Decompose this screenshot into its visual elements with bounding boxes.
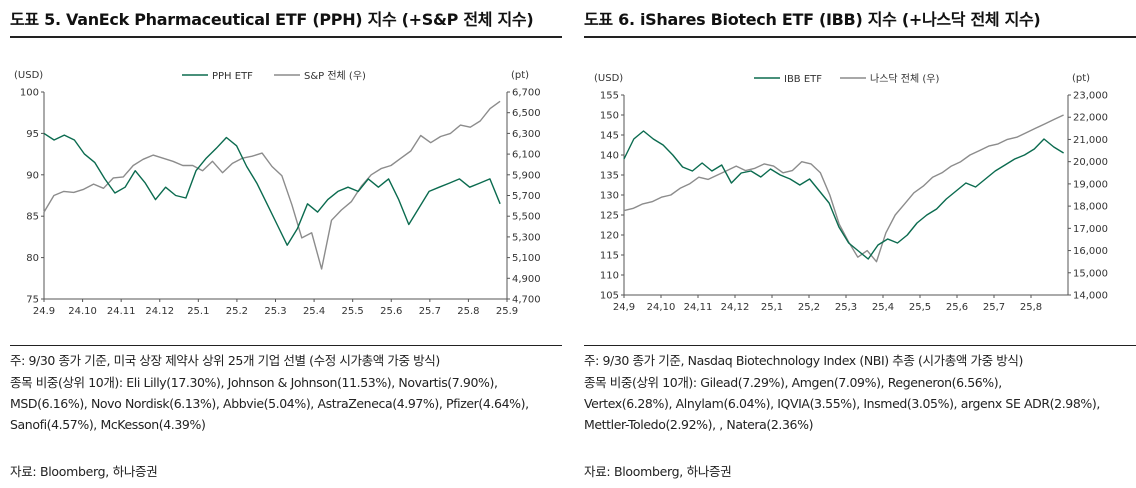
left-tick-label: 125 (600, 211, 619, 222)
left-tick-label: 80 (26, 253, 39, 264)
right-tick-label: 17,000 (1073, 224, 1108, 235)
right-tick-label: 15,000 (1073, 268, 1108, 279)
x-tick-label: 25.7 (419, 306, 441, 317)
weights-line: Sanofi(4.57%), McKesson(4.39%) (10, 417, 206, 432)
right-tick-label: 5,500 (512, 212, 541, 223)
left-tick-label: 85 (26, 212, 39, 223)
x-tick-label: 25.8 (457, 306, 479, 317)
source-text: 자료: Bloomberg, 하나증권 (10, 464, 158, 479)
x-tick-label: 25.5 (342, 306, 364, 317)
left-axis-unit: (USD) (14, 70, 43, 81)
x-tick-label: 25,3 (835, 302, 857, 313)
holdings-weights: 종목 비중(상위 10개): Gilead(7.29%), Amgen(7.09… (584, 372, 1136, 435)
left-tick-label: 130 (600, 191, 619, 202)
weights-line: 종목 비중(상위 10개): Gilead(7.29%), Amgen(7.09… (584, 375, 1002, 390)
left-tick-label: 75 (26, 295, 39, 306)
left-tick-label: 155 (600, 91, 619, 102)
figure-title: 도표 6. iShares Biotech ETF (IBB) 지수 (+나스닥… (584, 10, 1041, 29)
left-tick-label: 105 (600, 291, 619, 302)
right-tick-label: 6,100 (512, 150, 541, 161)
x-tick-label: 25.6 (380, 306, 402, 317)
chart-bottom-rule (584, 345, 1136, 346)
left-tick-label: 145 (600, 131, 619, 142)
weights-line: Mettler-Toledo(2.92%), , Natera(2.36%) (584, 417, 814, 432)
x-tick-label: 24,10 (647, 302, 676, 313)
left-tick-label: 95 (26, 129, 39, 140)
left-tick-label: 110 (600, 271, 619, 282)
left-tick-label: 140 (600, 151, 619, 162)
x-tick-label: 25,4 (872, 302, 894, 313)
right-tick-label: 16,000 (1073, 246, 1108, 257)
right-tick-label: 5,700 (512, 191, 541, 202)
right-tick-label: 21,000 (1073, 135, 1108, 146)
x-tick-label: 25.9 (496, 306, 518, 317)
right-tick-label: 5,300 (512, 232, 541, 243)
right-tick-label: 5,900 (512, 170, 541, 181)
right-tick-label: 19,000 (1073, 179, 1108, 190)
right-axis-unit: (pt) (1072, 73, 1090, 84)
chart-bottom-rule (10, 345, 562, 346)
ibb-chart: (USD) (pt) 105 110 115 120 125 130 135 140 145 150 1… (594, 73, 1108, 313)
x-tick-label: 25,6 (946, 302, 968, 313)
legend-label: IBB ETF (784, 74, 822, 85)
weights-line: Vertex(6.28%), Alnylam(6.04%), IQVIA(3.5… (584, 396, 1100, 411)
secondary-series-line (43, 100, 501, 270)
holdings-weights: 종목 비중(상위 10개): Eli Lilly(17.30%), Johnso… (10, 372, 562, 435)
x-tick-label: 25,7 (983, 302, 1005, 313)
right-tick-label: 6,500 (512, 108, 541, 119)
figure-5-panel: 도표 5. VanEck Pharmaceutical ETF (PPH) 지수… (10, 0, 562, 488)
x-tick-label: 25,5 (909, 302, 931, 313)
x-tick-label: 25.2 (226, 306, 248, 317)
x-tick-label: 24,11 (684, 302, 713, 313)
right-tick-label: 14,000 (1073, 291, 1108, 302)
x-tick-label: 25.3 (264, 306, 286, 317)
chart-note: 주: 9/30 종가 기준, 미국 상장 제약사 상위 25개 기업 선별 (수… (10, 353, 440, 368)
x-tick-label: 24.9 (33, 306, 55, 317)
figure-6-panel: 도표 6. iShares Biotech ETF (IBB) 지수 (+나스닥… (584, 0, 1136, 488)
x-tick-label: 25,2 (798, 302, 820, 313)
secondary-series-line (623, 114, 1064, 263)
weights-line: MSD(6.16%), Novo Nordisk(6.13%), Abbvie(… (10, 396, 529, 411)
right-tick-label: 18,000 (1073, 202, 1108, 213)
right-tick-label: 5,100 (512, 253, 541, 264)
source-text: 자료: Bloomberg, 하나증권 (584, 464, 732, 479)
right-tick-label: 22,000 (1073, 113, 1108, 124)
x-tick-label: 24,9 (613, 302, 635, 313)
right-tick-label: 20,000 (1073, 157, 1108, 168)
left-tick-label: 90 (26, 170, 39, 181)
x-tick-label: 24.12 (145, 306, 174, 317)
pph-chart: (USD) (pt) 75 80 85 90 95 100 4,700 4,900 5,100 5,3… (14, 70, 541, 317)
legend-label: 나스닥 전체 (우) (870, 73, 939, 85)
left-tick-label: 135 (600, 171, 619, 182)
primary-series-line (43, 132, 501, 246)
x-tick-label: 24.11 (107, 306, 136, 317)
x-tick-label: 25.1 (187, 306, 209, 317)
right-tick-label: 6,700 (512, 88, 541, 99)
x-tick-label: 25,1 (761, 302, 783, 313)
title-rule (10, 36, 562, 38)
left-axis-unit: (USD) (594, 73, 623, 84)
x-tick-label: 25,8 (1020, 302, 1042, 313)
legend-label: PPH ETF (212, 71, 253, 82)
left-tick-label: 100 (20, 88, 39, 99)
primary-series-line (623, 130, 1064, 260)
left-tick-label: 115 (600, 251, 619, 262)
right-tick-label: 6,300 (512, 129, 541, 140)
figure-title: 도표 5. VanEck Pharmaceutical ETF (PPH) 지수… (10, 10, 534, 29)
right-axis-unit: (pt) (511, 70, 529, 81)
legend-label: S&P 전체 (우) (304, 70, 366, 82)
x-tick-label: 24,12 (721, 302, 750, 313)
weights-line: 종목 비중(상위 10개): Eli Lilly(17.30%), Johnso… (10, 375, 498, 390)
left-tick-label: 150 (600, 111, 619, 122)
title-rule (584, 36, 1136, 38)
x-tick-label: 25.4 (303, 306, 325, 317)
right-tick-label: 4,700 (512, 295, 541, 306)
chart-note: 주: 9/30 종가 기준, Nasdaq Biotechnology Inde… (584, 353, 1023, 368)
right-tick-label: 4,900 (512, 274, 541, 285)
left-tick-label: 120 (600, 231, 619, 242)
x-tick-label: 24.10 (68, 306, 97, 317)
right-tick-label: 23,000 (1073, 91, 1108, 102)
